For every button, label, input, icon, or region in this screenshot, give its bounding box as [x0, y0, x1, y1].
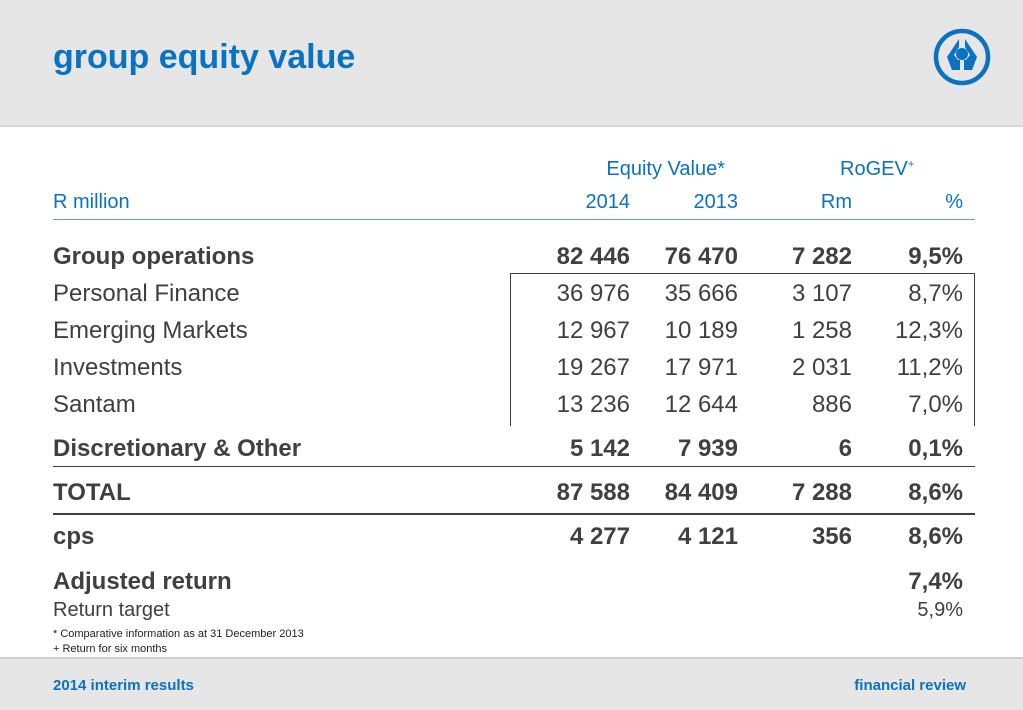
row-label: Return target: [53, 599, 170, 621]
group-operations-box: [510, 273, 975, 426]
row-value: 1 258: [791, 317, 852, 344]
row-label: Discretionary & Other: [53, 435, 302, 462]
table-row: Discretionary & Other 5 142 7 939 6 0,1%: [53, 435, 963, 465]
adjusted-return-row: Adjusted return 7,4%: [53, 568, 963, 598]
row-value: 11,2%: [896, 354, 963, 381]
row-value: 76 470: [664, 243, 738, 270]
row-label: Santam: [53, 391, 136, 418]
header-divider: [53, 219, 975, 220]
row-value: 7 939: [677, 435, 738, 462]
table-row: Personal Finance 36 976 35 666 3 107 8,7%: [53, 280, 963, 310]
column-header-row: R million 2014 2013 Rm %: [53, 191, 963, 221]
row-value: 17 971: [664, 354, 738, 381]
row-value: 3 107: [791, 280, 852, 307]
row-label: cps: [53, 523, 95, 550]
row-value: 13 236: [556, 391, 630, 418]
row-value: 7,0%: [908, 391, 963, 418]
row-value: 356: [811, 523, 852, 550]
row-value: 2 031: [791, 354, 852, 381]
row-value: 7 282: [791, 243, 852, 270]
row-value: 84 409: [664, 479, 738, 506]
table-row: Santam 13 236 12 644 886 7,0%: [53, 391, 963, 421]
row-value: 5,9%: [917, 599, 963, 621]
row-value: 87 588: [556, 479, 630, 506]
table-row: TOTAL 87 588 84 409 7 288 8,6%: [53, 479, 963, 509]
row-label: Emerging Markets: [53, 317, 248, 344]
row-value: 886: [811, 391, 852, 418]
rogev-label: RoGEV: [840, 158, 908, 180]
header-band: group equity value: [0, 0, 1023, 127]
table-row: Emerging Markets 12 967 10 189 1 258 12,3%: [53, 317, 963, 347]
row-value: 7 288: [791, 479, 852, 506]
row-value: 19 267: [556, 354, 630, 381]
footer-band: 2014 interim results financial review: [0, 657, 1023, 710]
divider-thick: [53, 513, 975, 515]
footer-left: 2014 interim results: [53, 677, 194, 694]
row-value: 35 666: [664, 280, 738, 307]
row-value: 10 189: [664, 317, 738, 344]
row-value: 82 446: [556, 243, 630, 270]
column-header-2014: 2014: [585, 191, 631, 213]
column-header-label: R million: [53, 191, 130, 213]
row-label: Investments: [53, 354, 183, 381]
footnote: + Return for six months: [53, 643, 168, 655]
table-row: Investments 19 267 17 971 2 031 11,2%: [53, 354, 963, 384]
row-value: 5 142: [569, 435, 630, 462]
row-value: 12 967: [556, 317, 630, 344]
row-value: 4 277: [569, 523, 630, 550]
table-row: cps 4 277 4 121 356 8,6%: [53, 523, 963, 553]
row-value: 12 644: [664, 391, 738, 418]
sanlam-logo-icon: [933, 28, 991, 86]
equity-value-header: Equity Value*: [606, 158, 725, 180]
row-value: 6: [838, 435, 852, 462]
row-value: 8,6%: [908, 523, 963, 550]
footer-right: financial review: [854, 677, 966, 694]
row-value: 9,5%: [908, 243, 963, 270]
rogev-header: RoGEV+: [840, 158, 914, 181]
page-title: group equity value: [53, 38, 356, 76]
rogev-superscript: +: [907, 158, 915, 171]
row-value: 8,7%: [908, 280, 963, 307]
row-value: 4 121: [677, 523, 738, 550]
divider: [53, 466, 975, 467]
row-label: TOTAL: [53, 479, 131, 506]
row-label: Group operations: [53, 243, 255, 270]
row-value: 12,3%: [894, 317, 963, 344]
row-label: Personal Finance: [53, 280, 240, 307]
column-header-rm: Rm: [820, 191, 852, 213]
row-value: 0,1%: [908, 435, 963, 462]
footnote: * Comparative information as at 31 Decem…: [53, 628, 304, 640]
column-header-2013: 2013: [693, 191, 739, 213]
row-label: Adjusted return: [53, 568, 232, 595]
table-row: Group operations 82 446 76 470 7 282 9,5%: [53, 243, 963, 273]
row-value: 36 976: [556, 280, 630, 307]
column-header-percent: %: [945, 191, 963, 213]
row-value: 8,6%: [908, 479, 963, 506]
row-value: 7,4%: [908, 568, 963, 595]
return-target-row: Return target 5,9%: [53, 599, 963, 629]
